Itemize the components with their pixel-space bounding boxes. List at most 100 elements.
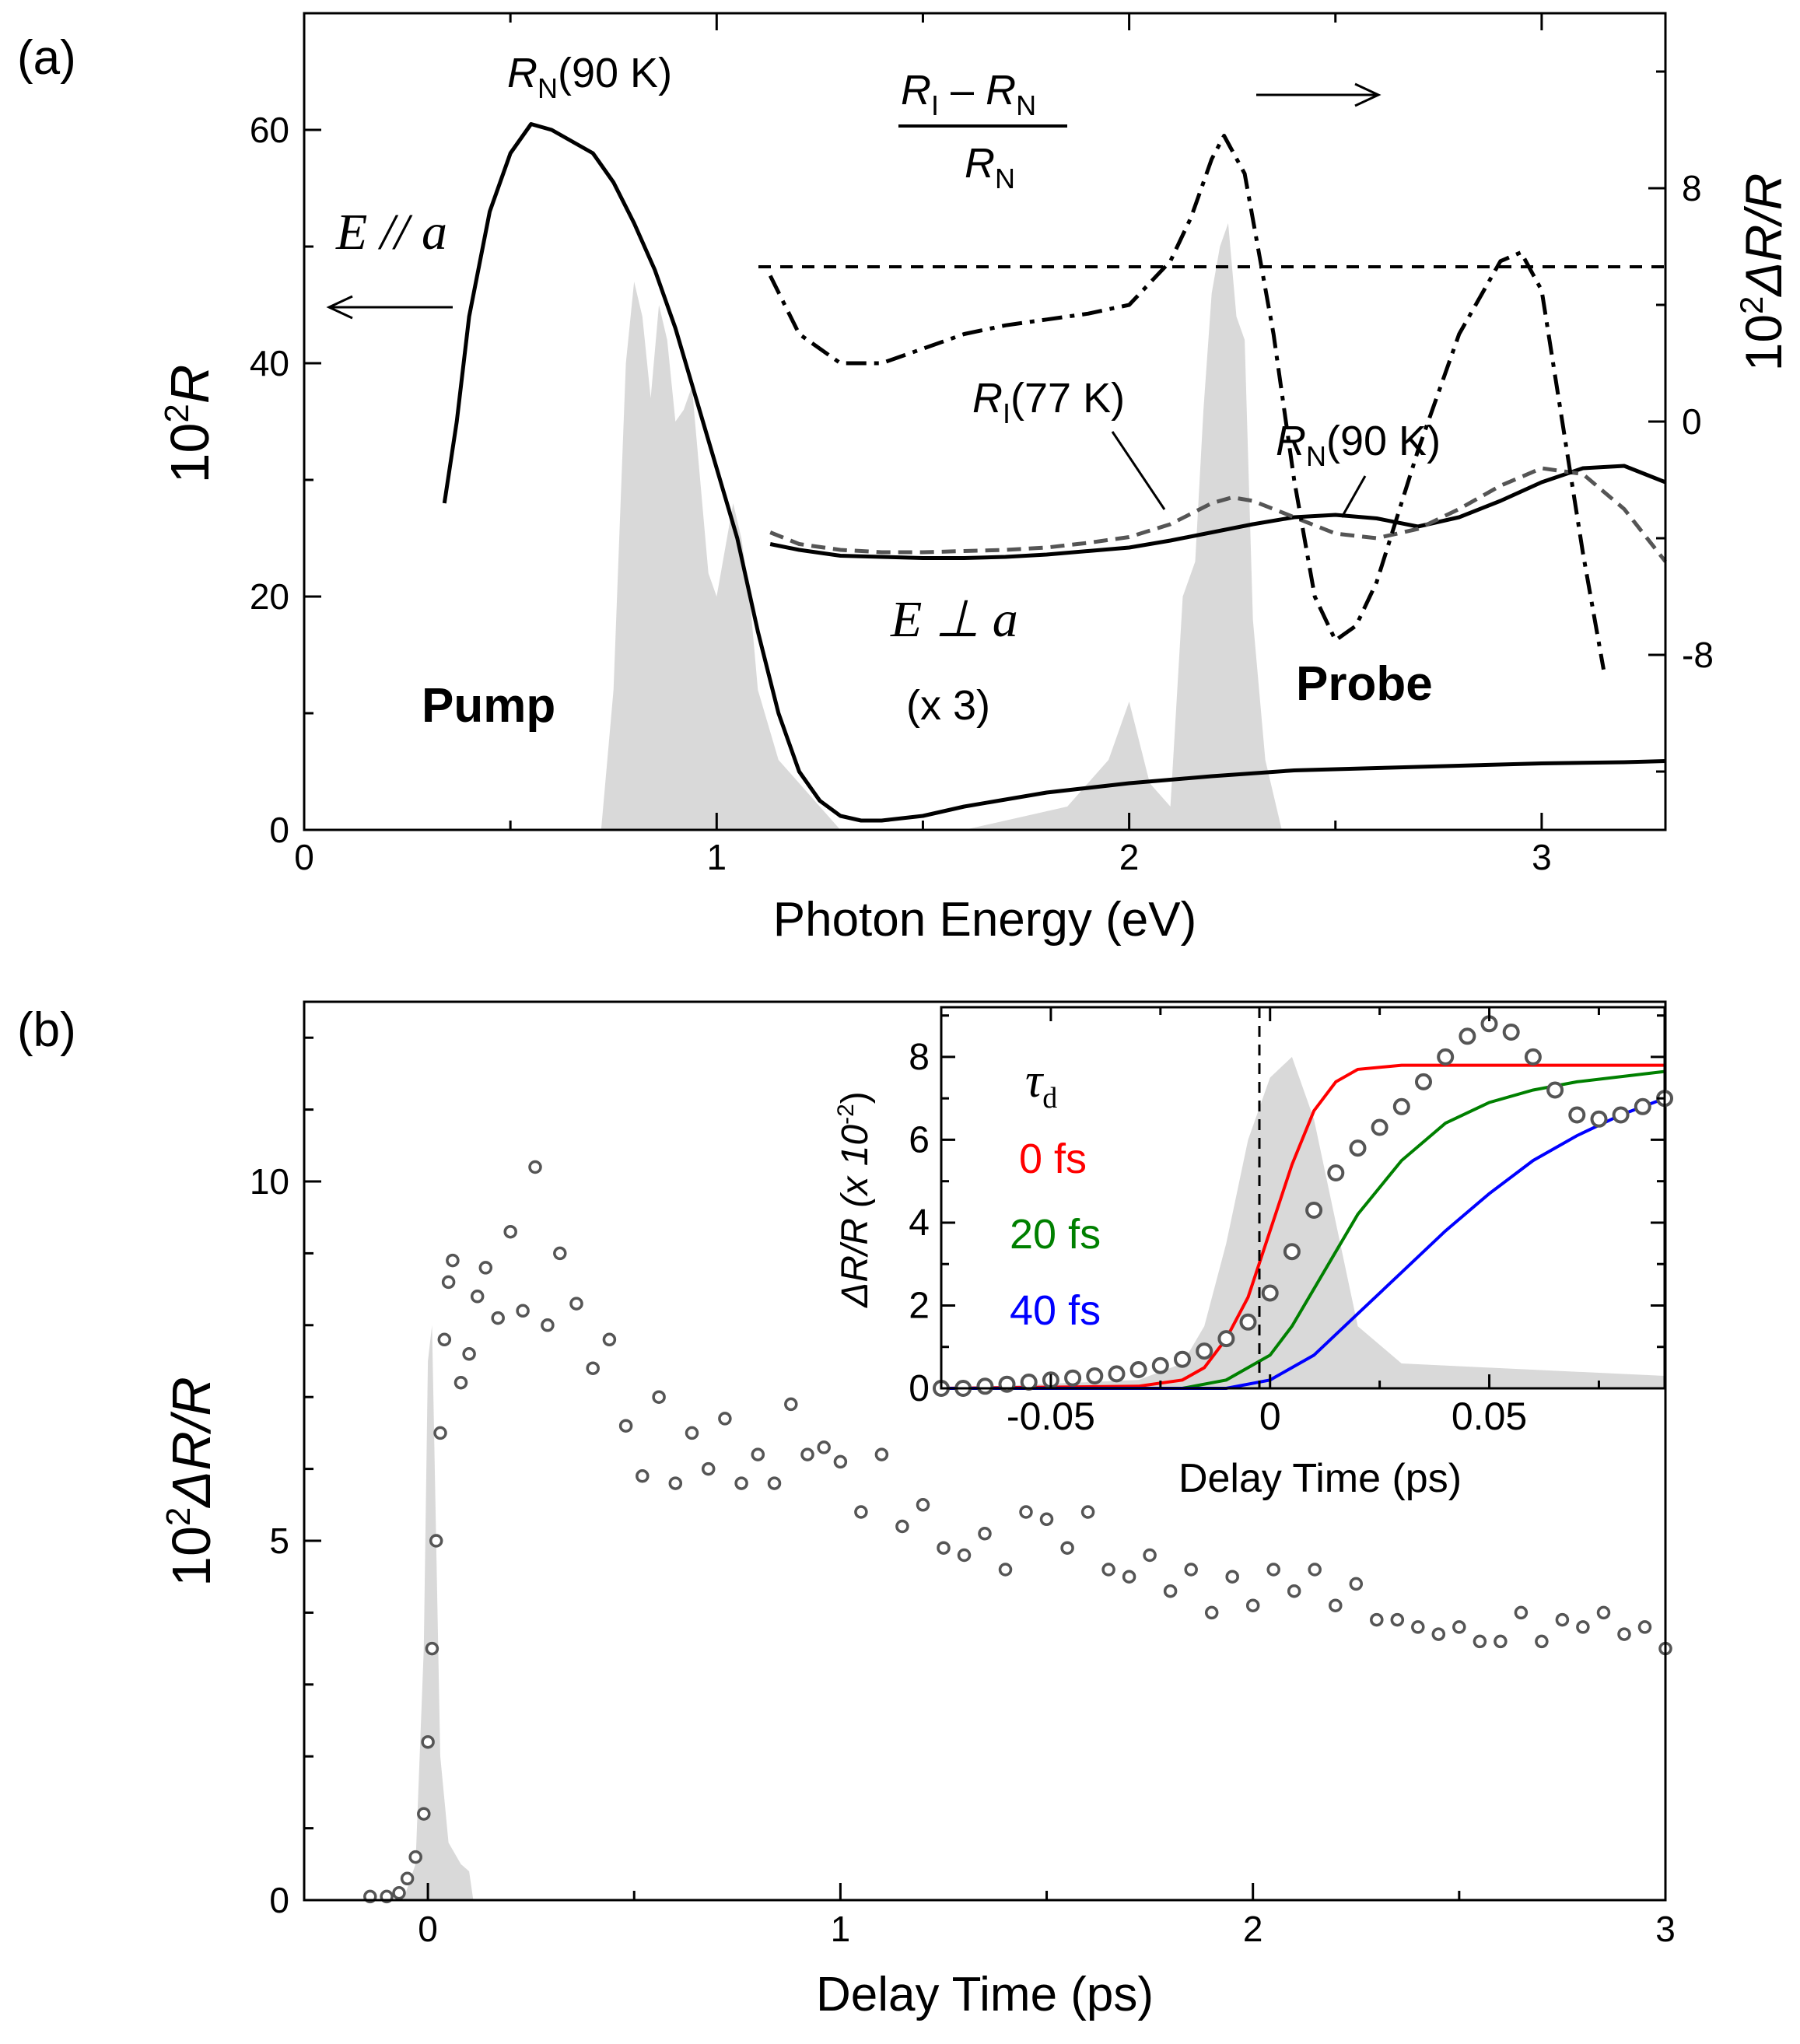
b-axes-frame <box>303 1000 1667 1902</box>
inset-data-point <box>1129 1361 1147 1378</box>
inset-axes-frame <box>940 1006 1666 1390</box>
a-ann-pump: Pump <box>422 679 555 733</box>
a-curves <box>442 122 1667 823</box>
inset-data-point <box>1371 1118 1389 1136</box>
b-xlabel: Delay Time (ps) <box>816 1968 1154 2021</box>
inset-data-point <box>1327 1164 1345 1181</box>
b-data-point <box>957 1548 972 1563</box>
b-data-point <box>1473 1634 1487 1649</box>
a-ann-rn-mid: RN(90 K) <box>1276 418 1441 472</box>
inset-data-point <box>1568 1106 1586 1124</box>
a-ytick-label-left: 20 <box>250 576 289 617</box>
b-ticks: 0 1 2 3 0 5 10 <box>250 1036 1676 1949</box>
b-data-point <box>652 1390 666 1404</box>
b-data-point <box>433 1426 447 1440</box>
b-data-point <box>446 1253 460 1268</box>
b-data-point <box>767 1476 782 1490</box>
a-ann-frac-den: RN <box>965 140 1015 194</box>
inset-data-point <box>1459 1027 1476 1045</box>
b-data-point <box>417 1807 431 1821</box>
inset-ylabel: ΔR/R (x 10-2) <box>833 1091 876 1308</box>
b-data-point <box>751 1447 765 1461</box>
b-data-point <box>636 1469 650 1483</box>
a-series-0 <box>442 122 1666 823</box>
inset-legend-40fs: 40 fs <box>1010 1287 1101 1334</box>
a-ann-eperp: E ⊥ a <box>890 591 1018 648</box>
b-data-point <box>817 1440 831 1454</box>
b-data-point <box>916 1498 930 1512</box>
b-xtick-label: 0 <box>418 1909 438 1949</box>
b-data-point <box>668 1476 683 1490</box>
a-spectrum-area <box>601 223 1315 830</box>
b-data-point <box>1163 1584 1178 1598</box>
b-data-point <box>1204 1605 1219 1620</box>
b-data-point <box>1535 1634 1549 1649</box>
inset-data-point <box>1524 1048 1542 1066</box>
b-data-point <box>1370 1612 1384 1627</box>
b-ytick-label: 10 <box>250 1161 289 1202</box>
a-ann-epara: E // a <box>335 204 447 261</box>
b-data-point <box>408 1850 422 1864</box>
b-data-point <box>1039 1512 1054 1527</box>
b-ytick-label: 5 <box>269 1521 289 1561</box>
b-data-point <box>1349 1577 1364 1591</box>
inset-data-point <box>1261 1284 1279 1302</box>
inset-ytick-label: 4 <box>909 1202 930 1244</box>
inset-curve-40fs <box>941 1097 1665 1390</box>
a-ytick-label-left: 0 <box>269 810 289 850</box>
b-data-point <box>685 1426 699 1440</box>
inset-curves <box>940 1063 1665 1390</box>
b-spectrum <box>403 1325 474 1900</box>
b-data-point <box>978 1527 992 1541</box>
a-series-3 <box>768 134 1606 670</box>
b-data-point <box>701 1461 716 1476</box>
a-series-1 <box>769 464 1666 560</box>
b-data-points <box>363 1160 1672 1904</box>
b-data-point <box>1019 1505 1033 1519</box>
inset-spectrum-area <box>941 1056 1665 1388</box>
b-data-point <box>437 1332 452 1347</box>
inset-data-point <box>1086 1367 1104 1384</box>
a-ri-pointer <box>1111 431 1166 510</box>
a-ann-rn-top: RN(90 K) <box>507 50 672 104</box>
b-data-point <box>1287 1584 1301 1598</box>
b-data-point <box>516 1304 530 1318</box>
b-data-point <box>1617 1627 1631 1641</box>
b-data-point <box>1122 1570 1136 1584</box>
a-ann-x3: (x 3) <box>906 682 990 729</box>
b-data-point <box>454 1375 468 1390</box>
b-data-point <box>937 1541 951 1555</box>
b-data-point <box>586 1361 600 1375</box>
inset-ytick-label: 0 <box>909 1368 930 1409</box>
b-data-point <box>854 1505 868 1519</box>
inset-ytick-label: 2 <box>909 1285 930 1326</box>
b-data-point <box>1514 1605 1529 1620</box>
a-xlabel: Photon Energy (eV) <box>773 893 1197 947</box>
b-ylabel: 102ΔR/R <box>159 1377 222 1587</box>
a-arrow-left-head <box>326 295 353 320</box>
inset-data-point <box>1612 1106 1630 1124</box>
inset-data-point <box>1502 1024 1520 1041</box>
b-data-point <box>1329 1598 1343 1612</box>
inset-xtick-label: 0 <box>1259 1395 1281 1438</box>
inset-curve-0fs <box>940 1063 1665 1390</box>
b-data-point <box>1101 1563 1115 1577</box>
panel-a-label: (a) <box>17 31 76 85</box>
b-data-point <box>541 1318 555 1332</box>
a-ytick-label-right: 0 <box>1682 401 1702 442</box>
a-ann-ri: RI(77 K) <box>972 375 1125 429</box>
inset-xlabel: Delay Time (ps) <box>1178 1456 1462 1501</box>
a-ytick-label-left: 40 <box>250 343 289 383</box>
inset-data-point <box>1437 1048 1455 1066</box>
b-data-point <box>441 1275 456 1290</box>
inset-data-point <box>1196 1342 1213 1360</box>
inset-xtick-label: -0.05 <box>1007 1395 1095 1438</box>
inset-data-point <box>1305 1202 1323 1219</box>
inset-data-point <box>1283 1243 1301 1261</box>
panel-b-label: (b) <box>17 1003 76 1057</box>
inset-data-point <box>1108 1365 1126 1383</box>
inset-data-point <box>1415 1073 1432 1090</box>
